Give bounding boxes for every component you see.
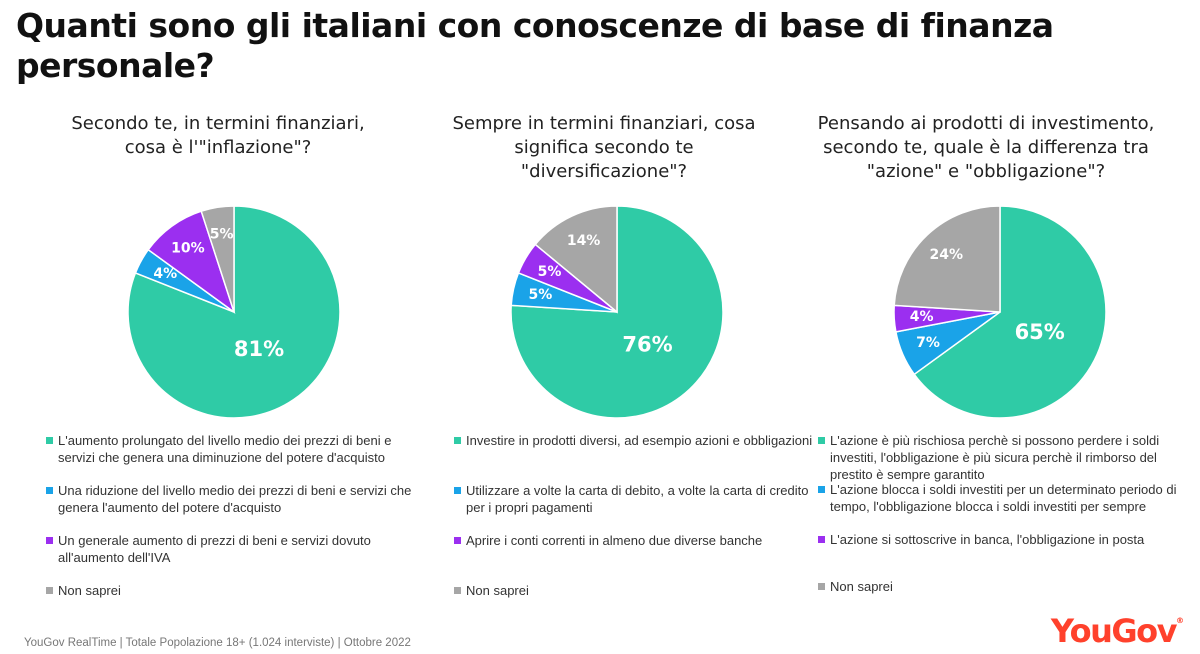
slice-label: 65% — [1015, 320, 1065, 344]
legend-label: L'azione blocca i soldi investiti per un… — [830, 482, 1177, 514]
slice-label: 7% — [916, 335, 940, 351]
pie-chart: 81% 4% 10% 5% — [127, 205, 341, 419]
legend-label: Non saprei — [466, 583, 529, 598]
pie-chart: 76% 5% 5% 14% — [510, 205, 724, 419]
legend-label: L'aumento prolungato del livello medio d… — [58, 433, 392, 465]
legend-item: Una riduzione del livello medio dei prez… — [46, 482, 418, 516]
legend-label: Aprire i conti correnti in almeno due di… — [466, 533, 763, 548]
legend-label: Una riduzione del livello medio dei prez… — [58, 483, 412, 515]
legend-label: Non saprei — [830, 579, 893, 594]
legend-label: L'azione si sottoscrive in banca, l'obbl… — [830, 532, 1145, 547]
pie-slice — [893, 205, 1001, 313]
legend-swatch — [46, 537, 53, 544]
legend-item: Aprire i conti correnti in almeno due di… — [454, 532, 826, 549]
slice-label: 10% — [171, 241, 205, 257]
legend-swatch — [454, 537, 461, 544]
slice-label: 4% — [153, 266, 177, 282]
legend-swatch — [46, 437, 53, 444]
legend-swatch — [818, 583, 825, 590]
legend-label: Investire in prodotti diversi, ad esempi… — [466, 433, 813, 448]
legend-item: L'azione blocca i soldi investiti per un… — [818, 481, 1190, 515]
legend-item: Non saprei — [818, 578, 1190, 595]
legend-item: Investire in prodotti diversi, ad esempi… — [454, 432, 826, 449]
legend-swatch — [46, 587, 53, 594]
slice-label: 14% — [567, 233, 601, 249]
legend-swatch — [818, 536, 825, 543]
legend-swatch — [818, 486, 825, 493]
pie-chart: 65% 7% 4% 24% — [893, 205, 1107, 419]
legend-label: Un generale aumento di prezzi di beni e … — [58, 533, 371, 565]
legend-label: Non saprei — [58, 583, 121, 598]
pie-slice — [534, 205, 618, 314]
pie-slice — [510, 205, 724, 419]
question-title: Sempre in termini finanziari, cosa signi… — [452, 113, 756, 182]
legend-swatch — [454, 487, 461, 494]
slice-label: 5% — [538, 264, 562, 280]
legend-label: Utilizzare a volte la carta di debito, a… — [466, 483, 809, 515]
pie-slice — [913, 205, 1107, 419]
slice-label: 76% — [622, 333, 672, 357]
slice-label: 5% — [210, 227, 234, 243]
question-title: Secondo te, in termini finanziari, cosa … — [71, 113, 365, 158]
legend-item: L'azione si sottoscrive in banca, l'obbl… — [818, 531, 1190, 548]
slice-label: 4% — [910, 309, 934, 325]
source-footer: YouGov RealTime | Totale Popolazione 18+… — [24, 637, 411, 649]
slice-label: 24% — [930, 247, 964, 263]
legend-item: Un generale aumento di prezzi di beni e … — [46, 532, 418, 566]
legend-swatch — [46, 487, 53, 494]
legend-item: Non saprei — [46, 582, 418, 599]
legend-swatch — [818, 437, 825, 444]
legend-item: Utilizzare a volte la carta di debito, a… — [454, 482, 826, 516]
legend-swatch — [454, 587, 461, 594]
question-title: Pensando ai prodotti di investimento, se… — [817, 113, 1155, 182]
legend-swatch — [454, 437, 461, 444]
legend-item: L'azione è più rischiosa perchè si posso… — [818, 432, 1190, 483]
legend-item: L'aumento prolungato del livello medio d… — [46, 432, 418, 466]
slice-label: 81% — [234, 337, 284, 361]
legend-label: L'azione è più rischiosa perchè si posso… — [830, 433, 1160, 482]
page-title: Quanti sono gli italiani con conoscenze … — [16, 6, 1054, 85]
slice-label: 5% — [529, 287, 553, 303]
legend-item: Non saprei — [454, 582, 826, 599]
pie-slice — [200, 205, 235, 313]
yougov-logo: YouGov® — [1050, 612, 1184, 650]
